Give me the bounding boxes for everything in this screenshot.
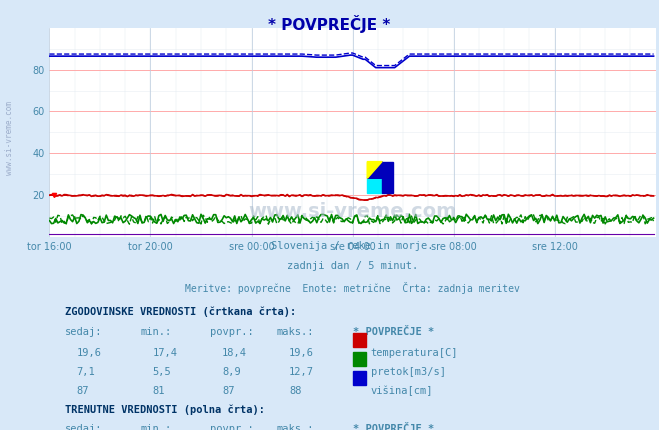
Text: 81: 81 [152,386,165,396]
Bar [353,427,366,430]
Text: sedaj:: sedaj: [65,424,102,430]
Bar [353,333,366,347]
Text: ZGODOVINSKE VREDNOSTI (črtkana črta):: ZGODOVINSKE VREDNOSTI (črtkana črta): [65,307,296,317]
Text: 8,9: 8,9 [222,367,241,377]
Bar [367,162,382,178]
Text: 88: 88 [289,386,301,396]
Text: www.si-vreme.com: www.si-vreme.com [248,202,457,221]
Text: 17,4: 17,4 [152,348,177,358]
Text: maks.:: maks.: [277,424,314,430]
Text: TRENUTNE VREDNOSTI (polna črta):: TRENUTNE VREDNOSTI (polna črta): [65,405,264,415]
Text: sedaj:: sedaj: [65,328,102,338]
Bar [353,371,366,385]
Text: maks.:: maks.: [277,328,314,338]
Polygon shape [367,162,382,178]
Text: min.:: min.: [140,328,171,338]
Text: Meritve: povprečne  Enote: metrične  Črta: zadnja meritev: Meritve: povprečne Enote: metrične Črta:… [185,282,520,294]
Text: višina[cm]: višina[cm] [371,386,433,396]
Polygon shape [367,162,382,178]
Text: zadnji dan / 5 minut.: zadnji dan / 5 minut. [287,261,418,271]
Bar [367,178,382,193]
Text: Slovenija / reke in morje.: Slovenija / reke in morje. [272,240,434,251]
Bar [382,162,393,193]
Text: www.si-vreme.com: www.si-vreme.com [5,101,14,175]
Text: 12,7: 12,7 [289,367,314,377]
Text: min.:: min.: [140,424,171,430]
Text: * POVPREČJE *: * POVPREČJE * [353,328,434,338]
Bar [353,352,366,366]
Text: 7,1: 7,1 [76,367,96,377]
Text: 19,6: 19,6 [76,348,101,358]
Text: 87: 87 [222,386,235,396]
Text: povpr.:: povpr.: [210,328,254,338]
Text: 5,5: 5,5 [152,367,171,377]
Text: povpr.:: povpr.: [210,424,254,430]
Text: 87: 87 [76,386,89,396]
Text: temperatura[C]: temperatura[C] [371,348,458,358]
Text: * POVPREČJE *: * POVPREČJE * [268,15,391,33]
Text: 19,6: 19,6 [289,348,314,358]
Text: * POVPREČJE *: * POVPREČJE * [353,424,434,430]
Text: pretok[m3/s]: pretok[m3/s] [371,367,445,377]
Text: 18,4: 18,4 [222,348,247,358]
